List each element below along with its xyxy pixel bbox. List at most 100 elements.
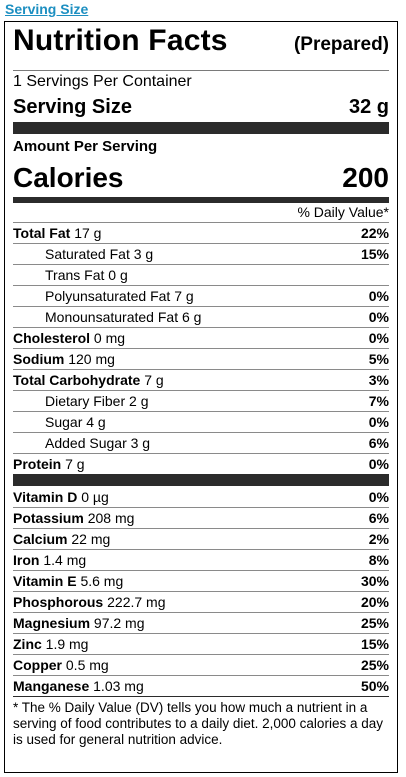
vitamin-name: Magnesium	[13, 615, 91, 631]
vitamin-amount: 22 mg	[71, 531, 111, 547]
nutrient-row: Protein 7 g 0%	[13, 453, 389, 474]
vitamin-amount: 208 mg	[87, 510, 135, 526]
vitamin-daily-value: 25%	[360, 615, 389, 631]
vitamin-daily-value: 30%	[360, 573, 389, 589]
vitamin-amount: 222.7 mg	[107, 594, 166, 610]
vitamin-row: Calcium 22 mg 2%	[13, 528, 389, 549]
nutrient-daily-value: 0%	[368, 288, 389, 304]
nutrient-row: Added Sugar 3 g 6%	[13, 432, 389, 453]
nutrient-row: Total Fat 17 g 22%	[13, 222, 389, 243]
vitamin-label: Calcium 22 mg	[13, 531, 110, 547]
nutrient-name: Trans Fat	[45, 267, 105, 283]
vitamin-amount: 1.03 mg	[93, 678, 144, 694]
nutrient-name: Saturated Fat	[45, 246, 130, 262]
divider-thick	[13, 122, 389, 134]
nutrient-amount: 3 g	[130, 435, 151, 451]
nutrient-label: Cholesterol 0 mg	[13, 330, 125, 346]
nutrient-daily-value: 22%	[360, 225, 389, 241]
nutrient-label: Monounsaturated Fat 6 g	[45, 309, 201, 325]
nutrient-name: Sugar	[45, 414, 83, 430]
vitamin-daily-value: 8%	[368, 552, 389, 568]
vitamin-name: Copper	[13, 657, 62, 673]
serving-size-link[interactable]: Serving Size	[5, 1, 89, 17]
nutrient-label: Added Sugar 3 g	[45, 435, 150, 451]
daily-value-header: % Daily Value*	[297, 204, 389, 220]
nutrient-amount: 6 g	[181, 309, 202, 325]
vitamin-row: Magnesium 97.2 mg 25%	[13, 612, 389, 633]
calories-value: 200	[342, 162, 389, 193]
nutrient-label: Polyunsaturated Fat 7 g	[45, 288, 194, 304]
label-title: Nutrition Facts	[13, 24, 228, 57]
nutrient-amount: 3 g	[133, 246, 154, 262]
vitamin-daily-value: 15%	[360, 636, 389, 652]
vitamin-amount: 5.6 mg	[80, 573, 124, 589]
nutrient-name: Cholesterol	[13, 330, 91, 346]
nutrient-row: Saturated Fat 3 g 15%	[13, 243, 389, 264]
nutrient-row: Monounsaturated Fat 6 g 0%	[13, 306, 389, 327]
nutrient-amount: 0 mg	[93, 330, 126, 346]
nutrient-row: Dietary Fiber 2 g 7%	[13, 390, 389, 411]
vitamin-label: Iron 1.4 mg	[13, 552, 86, 568]
vitamin-row: Copper 0.5 mg 25%	[13, 654, 389, 675]
vitamin-name: Calcium	[13, 531, 68, 547]
nutrient-row: Sugar 4 g 0%	[13, 411, 389, 432]
divider-thick-vitamins	[13, 474, 389, 486]
vitamin-row: Vitamin E 5.6 mg 30%	[13, 570, 389, 591]
vitamin-label: Manganese 1.03 mg	[13, 678, 144, 694]
nutrient-amount: 7 g	[174, 288, 194, 304]
vitamin-row: Iron 1.4 mg 8%	[13, 549, 389, 570]
nutrient-row: Total Carbohydrate 7 g 3%	[13, 369, 389, 390]
nutrition-facts-label: Nutrition Facts (Prepared) 1 Servings Pe…	[4, 21, 398, 773]
nutrient-daily-value: 7%	[368, 393, 389, 409]
vitamin-name: Vitamin D	[13, 488, 78, 505]
vitamin-daily-value: 20%	[360, 594, 389, 610]
vitamin-label: Potassium 208 mg	[13, 510, 134, 526]
nutrient-name: Total Fat	[13, 225, 71, 241]
nutrient-label: Trans Fat 0 g	[45, 267, 128, 283]
vitamin-amount: 1.4 mg	[43, 552, 87, 568]
nutrient-row: Cholesterol 0 mg 0%	[13, 327, 389, 348]
nutrient-daily-value: 0%	[368, 414, 389, 430]
nutrient-label: Protein 7 g	[13, 456, 85, 472]
nutrient-label: Total Carbohydrate 7 g	[13, 372, 164, 388]
vitamin-row: Potassium 208 mg 6%	[13, 507, 389, 528]
nutrient-name: Protein	[13, 456, 62, 472]
nutrient-name: Sodium	[13, 351, 65, 367]
nutrient-label: Dietary Fiber 2 g	[45, 393, 149, 409]
vitamin-daily-value: 2%	[368, 531, 389, 547]
nutrient-amount: 120 mg	[68, 351, 115, 367]
divider-medium	[13, 197, 389, 203]
vitamin-name: Vitamin E	[13, 573, 77, 589]
vitamin-name: Potassium	[13, 510, 84, 526]
nutrient-row: Trans Fat 0 g	[13, 264, 389, 285]
vitamin-row: Vitamin D 0 µg 0%	[13, 486, 389, 507]
nutrient-name: Dietary Fiber	[45, 393, 126, 409]
vitamin-label: Magnesium 97.2 mg	[13, 615, 145, 631]
footnote: * The % Daily Value (DV) tells you how m…	[13, 696, 389, 748]
vitamin-name: Iron	[13, 552, 40, 568]
nutrient-list: Total Fat 17 g 22% Saturated Fat 3 g 15% Tra…	[13, 222, 389, 474]
calories-label: Calories	[13, 162, 124, 193]
nutrient-daily-value: 0%	[368, 309, 389, 325]
vitamin-label: Vitamin E 5.6 mg	[13, 573, 123, 589]
nutrient-name: Total Carbohydrate	[13, 372, 141, 388]
vitamin-amount: 97.2 mg	[93, 615, 145, 631]
nutrient-row: Sodium 120 mg 5%	[13, 348, 389, 369]
nutrient-daily-value: 0%	[368, 330, 389, 346]
vitamin-row: Zinc 1.9 mg 15%	[13, 633, 389, 654]
servings-per-container: 1 Servings Per Container	[13, 70, 389, 92]
title-row: Nutrition Facts (Prepared)	[13, 24, 389, 70]
prepared-note: (Prepared)	[293, 34, 389, 55]
nutrient-daily-value: 5%	[368, 351, 389, 367]
nutrient-name: Added Sugar	[45, 435, 127, 451]
nutrient-daily-value: 3%	[368, 372, 389, 388]
nutrient-daily-value: 6%	[368, 435, 389, 451]
nutrient-label: Total Fat 17 g	[13, 225, 101, 241]
vitamin-name: Manganese	[13, 678, 90, 694]
nutrient-amount: 7 g	[65, 456, 85, 472]
vitamin-list: Vitamin D 0 µg 0% Potassium 208 mg 6% Calciu…	[13, 486, 389, 696]
nutrient-label: Sugar 4 g	[45, 414, 106, 430]
nutrient-daily-value: 15%	[360, 246, 389, 262]
serving-size-value: 32 g	[348, 96, 389, 118]
nutrient-daily-value: 0%	[368, 456, 389, 472]
